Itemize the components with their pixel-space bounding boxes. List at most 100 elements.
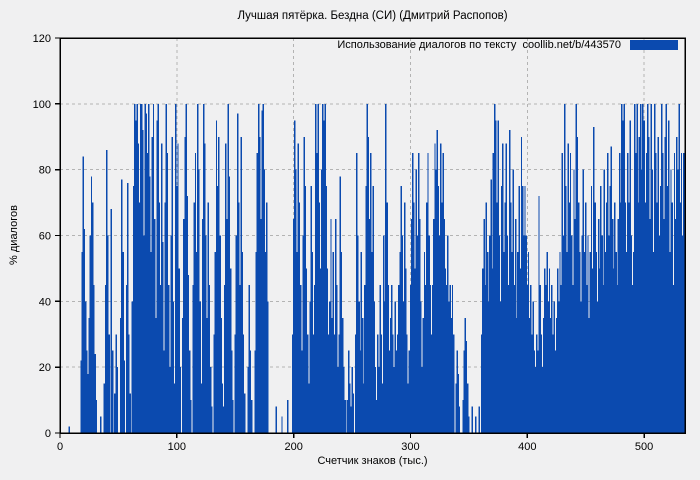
bar <box>240 136 242 433</box>
bar <box>227 103 229 433</box>
bar <box>544 268 546 433</box>
bar <box>585 202 587 433</box>
bar <box>569 153 572 433</box>
bar <box>322 103 324 433</box>
bar <box>643 120 645 433</box>
bar <box>294 120 296 433</box>
bar <box>660 103 663 433</box>
bar <box>384 301 386 433</box>
bar <box>94 354 96 433</box>
bar <box>595 251 597 433</box>
bar <box>603 169 606 434</box>
y-tick-label: 60 <box>39 231 51 243</box>
bar <box>410 219 413 433</box>
bar <box>602 284 604 434</box>
y-tick-label: 120 <box>33 33 51 45</box>
bar <box>206 317 208 433</box>
bar <box>142 130 144 434</box>
bar <box>674 219 677 433</box>
y-axis-label: % диалогов <box>8 205 20 265</box>
bar <box>330 219 332 433</box>
bar <box>399 251 401 433</box>
bar <box>179 367 182 433</box>
bar <box>248 284 250 434</box>
bar <box>391 284 393 434</box>
bar <box>92 202 94 433</box>
bar <box>458 406 461 433</box>
bar <box>520 136 523 433</box>
bar <box>444 268 447 433</box>
bar <box>210 367 212 433</box>
bar <box>636 103 638 433</box>
bar <box>561 153 564 433</box>
bar <box>336 284 338 434</box>
bar <box>311 251 314 433</box>
bar <box>171 136 173 433</box>
bar <box>129 393 131 433</box>
bar <box>259 136 261 433</box>
bar <box>107 235 109 433</box>
bar <box>310 186 312 434</box>
bar <box>416 235 419 433</box>
bar <box>263 169 266 434</box>
bar <box>135 120 137 433</box>
bar <box>90 176 93 433</box>
bar <box>327 334 330 433</box>
bar <box>256 153 259 433</box>
bar <box>160 143 163 433</box>
bar <box>104 284 107 434</box>
bar <box>231 350 233 433</box>
bar <box>149 176 151 433</box>
bar <box>88 317 90 433</box>
bar <box>500 186 503 434</box>
bar <box>337 367 339 433</box>
bar <box>331 317 333 433</box>
plot-border <box>59 37 686 434</box>
bar <box>202 103 205 433</box>
bar <box>389 317 392 433</box>
bar <box>157 103 159 433</box>
bar <box>627 153 629 433</box>
bar <box>316 153 318 433</box>
bar <box>188 350 191 433</box>
bar <box>433 219 435 433</box>
bar <box>528 317 531 433</box>
bar <box>577 202 580 433</box>
bar <box>552 334 554 433</box>
bar <box>145 113 148 434</box>
bar <box>382 235 385 433</box>
bar <box>351 367 353 433</box>
bar <box>192 284 194 434</box>
bar <box>371 251 373 433</box>
bar <box>123 360 125 433</box>
bar <box>556 268 559 433</box>
bar <box>198 169 200 434</box>
bar <box>151 136 153 433</box>
bar <box>662 153 664 433</box>
bar <box>683 153 685 433</box>
bar <box>606 202 608 433</box>
bar <box>170 235 172 433</box>
bar <box>618 153 621 433</box>
bar <box>671 202 673 433</box>
bar <box>518 186 520 434</box>
bar <box>435 169 437 434</box>
bar <box>641 169 643 434</box>
bar <box>498 235 500 433</box>
legend-label: Использование диалогов по тексту coollib… <box>337 39 621 51</box>
bar <box>548 268 551 433</box>
bar <box>441 202 443 433</box>
bar <box>430 334 433 433</box>
bar <box>408 350 410 433</box>
bar <box>152 103 155 433</box>
bar <box>506 235 509 433</box>
bar <box>504 202 506 433</box>
bar <box>89 235 92 433</box>
bar <box>381 383 384 434</box>
bar <box>178 268 180 433</box>
bar <box>163 350 165 433</box>
bar <box>635 153 637 433</box>
bar <box>451 284 454 434</box>
bar <box>185 103 187 433</box>
